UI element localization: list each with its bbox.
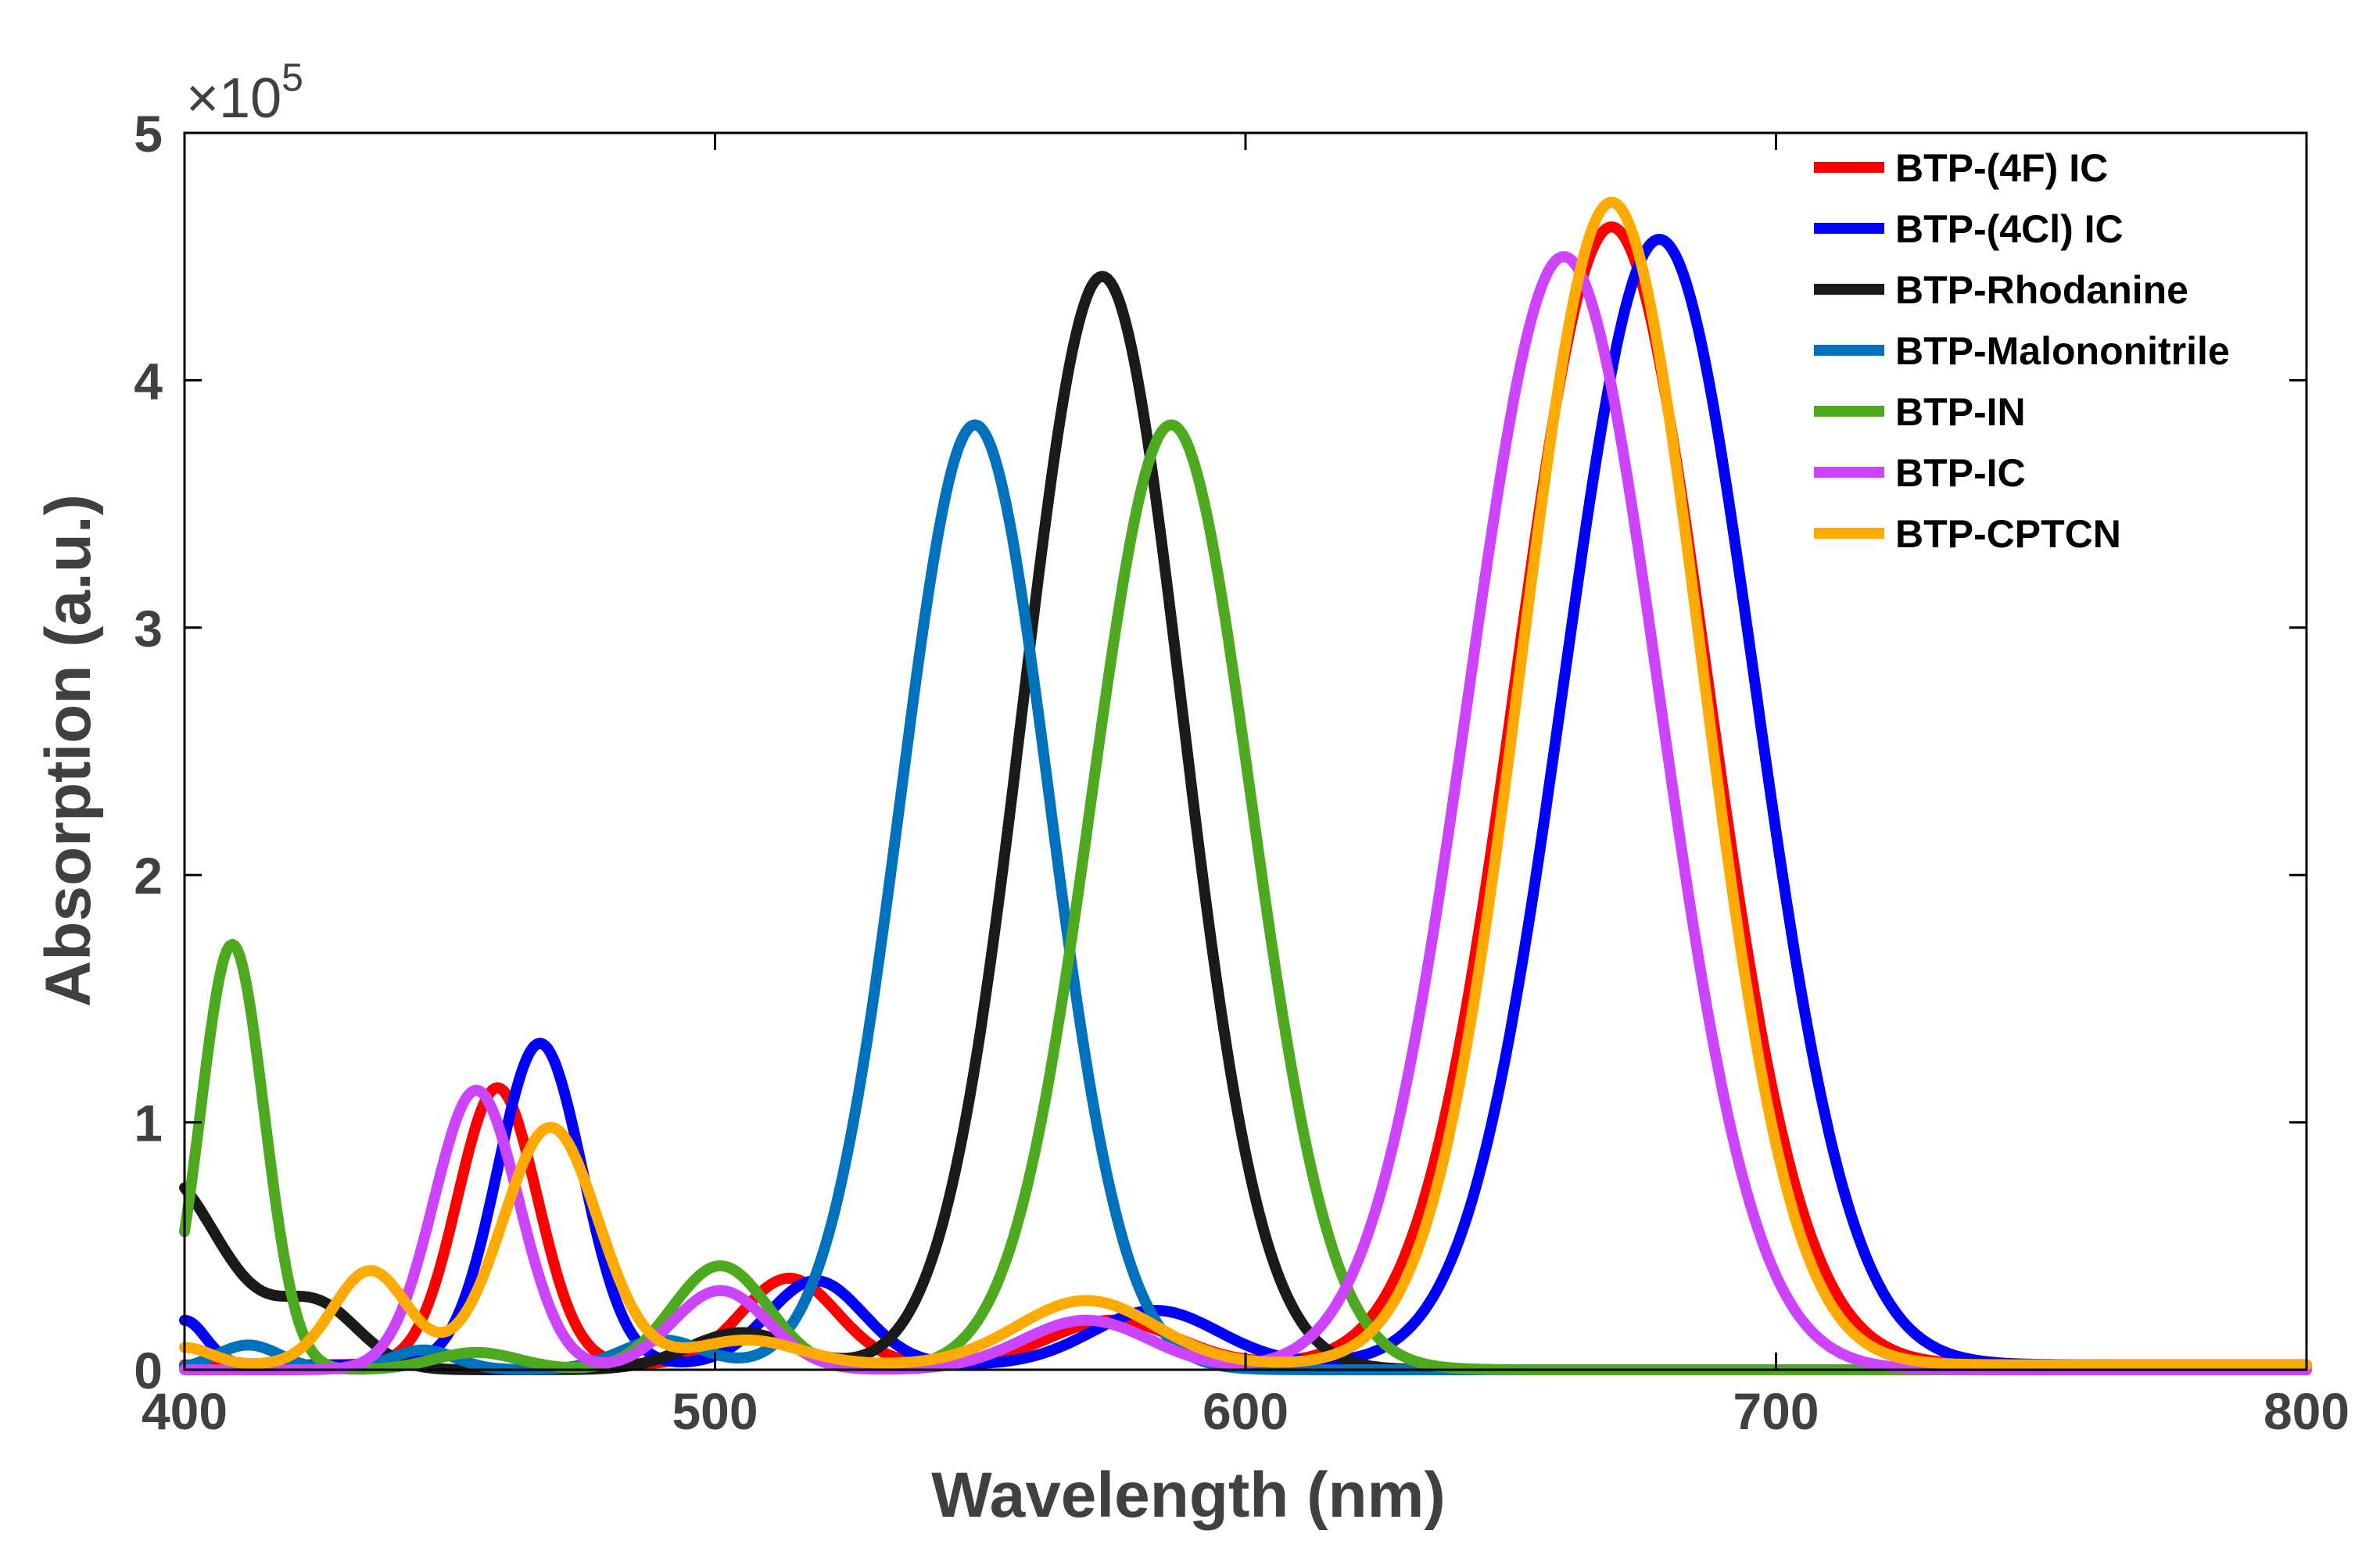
x-tick-label: 700 <box>1733 1382 1819 1440</box>
x-tick-label: 500 <box>672 1382 758 1440</box>
y-tick-label: 2 <box>134 847 163 905</box>
y-multiplier-base: ×10 <box>186 67 281 130</box>
y-tick-label: 3 <box>134 600 163 658</box>
y-multiplier: ×105 <box>186 56 303 130</box>
legend: BTP-(4F) IC BTP-(4Cl) IC BTP-Rhodanine BTP-… <box>1814 146 2230 556</box>
legend-entry-label: BTP-IN <box>1895 390 2026 434</box>
y-tick-label: 0 <box>134 1342 163 1399</box>
legend-entry-label: BTP-CPTCN <box>1895 512 2121 556</box>
x-axis-label: Wavelength (nm) <box>931 1460 1446 1531</box>
x-tick-label: 600 <box>1203 1382 1289 1440</box>
y-tick-label: 4 <box>134 352 163 410</box>
x-tick-label: 400 <box>142 1382 228 1440</box>
y-axis-label: Absorption (a.u.) <box>33 494 104 1007</box>
axis-ticks: 400 500 600 700 800 0 1 2 3 4 5 <box>134 105 2350 1440</box>
y-tick-label: 1 <box>134 1095 163 1152</box>
legend-entry-label: BTP-Rhodanine <box>1895 268 2188 312</box>
y-tick-label: 5 <box>134 105 163 163</box>
x-tick-label: 800 <box>2264 1382 2350 1440</box>
legend-entry-label: BTP-(4F) IC <box>1895 146 2108 190</box>
y-multiplier-exponent: 5 <box>281 56 303 99</box>
legend-entry-label: BTP-IC <box>1895 451 2026 495</box>
legend-entry-label: BTP-Malononitrile <box>1895 329 2230 373</box>
legend-entry-label: BTP-(4Cl) IC <box>1895 207 2124 251</box>
series-line-2 <box>179 234 2312 1371</box>
